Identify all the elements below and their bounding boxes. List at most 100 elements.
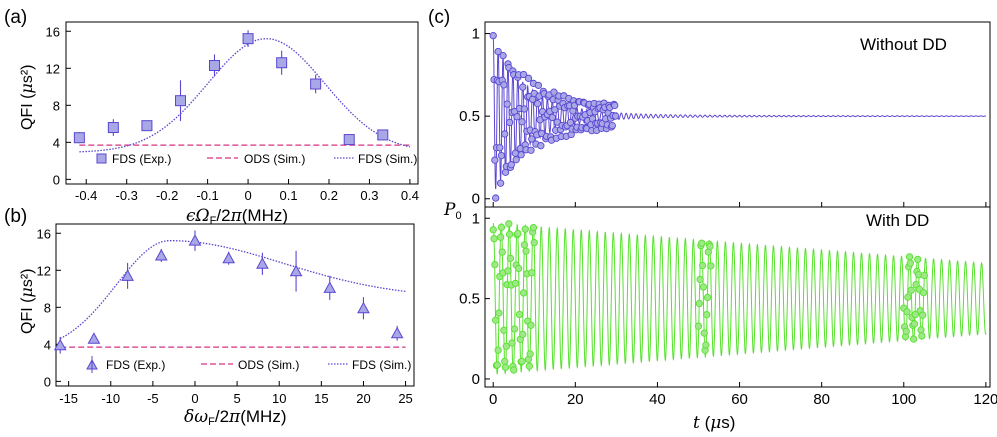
- sim-curve-b: [59, 240, 406, 340]
- data-point-c-top: [519, 70, 528, 79]
- y-axis-label-b: QFI (μs²): [17, 269, 36, 335]
- y-axis-label-c: P0: [443, 200, 462, 222]
- data-point-c-bottom: [527, 321, 535, 329]
- data-point-c-bottom: [902, 327, 910, 335]
- legend-a-label-exp: FDS (Exp.): [112, 152, 171, 166]
- data-point-c-bottom: [696, 275, 704, 284]
- x-tick-label-a: 0.3: [360, 188, 378, 203]
- data-point-c-top: [496, 144, 504, 152]
- data-point-c-bottom: [706, 242, 714, 251]
- data-point-c-top: [534, 81, 543, 89]
- data-point-a: [343, 134, 355, 146]
- plot-frame-b: [55, 223, 415, 387]
- chart-panel-a: -0.4 -0.3 -0.2 -0.1 0 0.1 0.2 0.3 0.4 0 4 8 12 16 FDS…: [17, 21, 419, 227]
- data-point-c-bottom: [494, 346, 502, 354]
- data-point-c-bottom: [917, 326, 925, 334]
- data-point-c-top: [491, 156, 499, 164]
- data-point-c-bottom: [511, 279, 520, 288]
- x-tick-label-a: 0.2: [320, 188, 338, 203]
- y-tick-label-c-bottom: 1: [472, 210, 480, 227]
- data-point-c-top: [512, 156, 520, 164]
- data-point-a: [310, 78, 322, 90]
- x-tick-label-b: 0: [191, 391, 198, 406]
- data-point-c-top: [520, 105, 529, 113]
- data-point-c-top: [489, 32, 497, 40]
- data-point-c-top: [611, 112, 620, 120]
- data-point-c-bottom: [529, 224, 538, 232]
- data-point-c-bottom: [497, 223, 506, 231]
- data-point-c-bottom: [500, 326, 508, 334]
- data-point-c-bottom: [521, 225, 529, 233]
- y-tick-label-b: 0: [44, 374, 51, 389]
- y-tick-label-b: 12: [37, 263, 51, 278]
- data-point-c-bottom: [491, 260, 499, 269]
- data-point-c-bottom: [493, 361, 501, 369]
- plot-frame-c-bottom: [484, 206, 991, 388]
- data-point-c-bottom: [695, 299, 703, 308]
- legend-b: FDS (Exp.) ODS (Sim.) FDS (Sim.): [86, 356, 411, 373]
- data-point-c-bottom: [525, 362, 533, 370]
- data-point-c-bottom: [699, 283, 708, 291]
- sim-curve-a: [79, 38, 411, 153]
- x-tick-label-b: -15: [59, 391, 78, 406]
- data-point-c-bottom: [515, 310, 524, 319]
- data-point-c-bottom: [703, 311, 711, 319]
- data-point-a: [276, 57, 288, 69]
- y-tick-label-a: 16: [46, 24, 60, 39]
- data-point-b: [323, 281, 337, 293]
- x-tick-label-b: 20: [356, 391, 370, 406]
- data-point-c-bottom: [530, 239, 538, 247]
- y-axis-label-a: QFI (μs²): [17, 65, 36, 131]
- data-point-c-bottom: [911, 310, 919, 319]
- data-point-c-bottom: [518, 357, 526, 366]
- data-point-c-bottom: [905, 253, 914, 261]
- plot-frame-a: [65, 21, 419, 185]
- data-point-c-top: [501, 168, 510, 176]
- x-tick-label-c: 20: [567, 391, 584, 408]
- data-point-c-bottom: [519, 330, 527, 339]
- y-tick-label-b: 16: [37, 226, 51, 241]
- y-tick-label-a: 0: [53, 172, 60, 187]
- chart-panel-c: 0 20 40 60 80 100 120 0 0.5 1 0 0.5 1 Without DD Wit…: [443, 21, 997, 433]
- data-point-b: [188, 234, 202, 246]
- legend-a: FDS (Exp.) ODS (Sim.) FDS (Sim.): [96, 152, 417, 166]
- data-point-c-bottom: [910, 320, 919, 328]
- data-point-c-bottom: [495, 309, 503, 317]
- data-point-c-bottom: [700, 329, 708, 337]
- data-point-c-bottom: [919, 311, 927, 319]
- data-point-c-bottom: [510, 366, 518, 374]
- data-point-b: [53, 338, 67, 351]
- x-tick-label-a: -0.4: [75, 188, 97, 203]
- data-point-c-top: [611, 101, 619, 110]
- data-point-c-bottom: [528, 269, 536, 277]
- data-point-c-top: [513, 113, 521, 121]
- sim-curve-c-bottom: [492, 222, 987, 376]
- y-tick-label-a: 4: [53, 135, 60, 150]
- data-point-c-bottom: [909, 335, 918, 343]
- legend-b-label-sim: FDS (Sim.): [352, 358, 411, 372]
- data-point-c-top: [503, 100, 511, 108]
- x-tick-label-b: -5: [147, 391, 159, 406]
- x-tick-label-a: -0.3: [115, 188, 137, 203]
- data-point-c-bottom: [698, 261, 707, 270]
- x-tick-label-c: 60: [731, 391, 748, 408]
- data-point-c-bottom: [906, 259, 914, 267]
- panel-label-a: (a): [4, 7, 27, 28]
- x-tick-label-b: 15: [314, 391, 328, 406]
- data-point-c-bottom: [496, 233, 505, 241]
- data-point-a: [208, 60, 220, 72]
- data-point-a: [242, 33, 254, 45]
- data-point-c-bottom: [918, 332, 926, 340]
- data-point-a: [107, 122, 119, 134]
- data-point-c-bottom: [505, 230, 514, 238]
- data-point-c-bottom: [694, 322, 703, 330]
- x-tick-label-b: -10: [101, 391, 120, 406]
- x-tick-label-a: -0.1: [196, 188, 218, 203]
- x-tick-label-c: 0: [489, 391, 497, 408]
- data-point-c-bottom: [920, 271, 928, 280]
- y-tick-label-c-top: 1: [472, 26, 480, 43]
- annotation-without-dd: Without DD: [860, 35, 947, 54]
- data-point-c-bottom: [510, 325, 519, 333]
- data-point-c-bottom: [492, 316, 500, 324]
- data-point-c-bottom: [508, 339, 516, 347]
